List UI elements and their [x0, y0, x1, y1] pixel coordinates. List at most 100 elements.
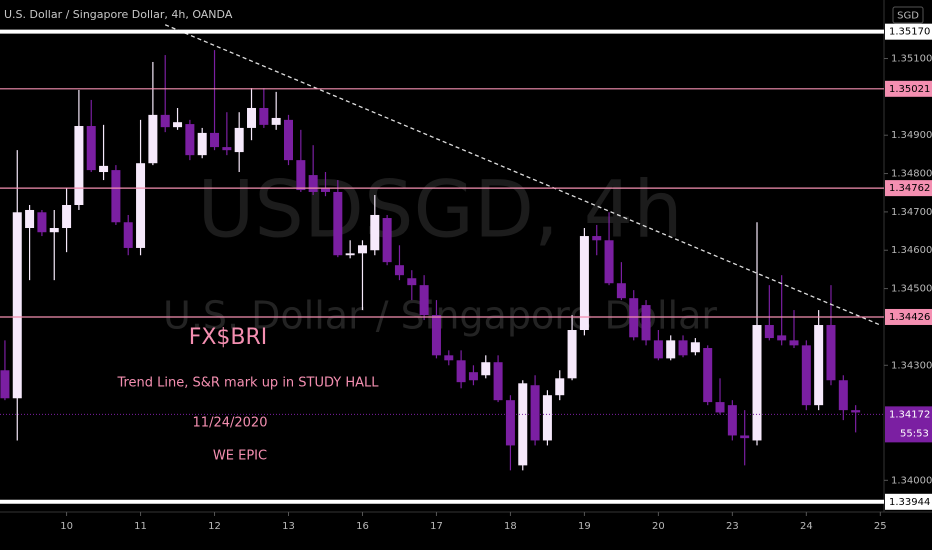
annotation: FX$BRI — [189, 325, 268, 350]
candle-body — [345, 253, 355, 256]
y-tick-label: 1.34000 — [891, 475, 932, 486]
candle-body — [715, 402, 725, 413]
candle-body — [111, 170, 121, 223]
level-label: 1.35021 — [889, 84, 930, 95]
candle-body — [801, 345, 811, 406]
candle-body — [456, 360, 466, 383]
candle-body — [468, 372, 478, 381]
candle-body — [160, 114, 170, 128]
candle-body — [592, 236, 602, 241]
level-label-box — [885, 493, 932, 510]
annotation: Trend Line, S&R mark up in STUDY HALL — [116, 376, 379, 391]
x-tick-label: 24 — [800, 521, 813, 532]
trend-line — [164, 24, 881, 326]
candle-body — [727, 405, 737, 436]
currency-box — [892, 6, 924, 24]
level-label: 1.35170 — [889, 27, 930, 38]
candle-body — [518, 383, 528, 466]
y-tick-label: 1.34900 — [891, 130, 932, 141]
level-label: 1.33944 — [889, 497, 930, 508]
annotation: 11/24/2020 — [193, 416, 268, 431]
candle-body — [308, 175, 318, 192]
currency-label: SGD — [897, 11, 919, 22]
candle-body — [814, 325, 824, 406]
candle-body — [25, 209, 35, 229]
candle-body — [247, 107, 257, 128]
candle-body — [74, 126, 84, 205]
candle-body — [62, 205, 72, 229]
annotation: WE EPIC — [213, 449, 267, 464]
candle-body — [666, 340, 676, 359]
candle-body — [789, 340, 799, 346]
candle-body — [419, 285, 429, 316]
candle-body — [407, 278, 417, 286]
candle-body — [431, 315, 441, 356]
candle-body — [296, 160, 306, 191]
y-tick-label: 1.34700 — [891, 207, 932, 218]
candle-body — [678, 340, 688, 356]
candle-body — [123, 222, 133, 248]
level-label-box — [885, 80, 932, 97]
candle-body — [0, 370, 10, 399]
candle-body — [740, 435, 750, 439]
y-tick-label: 1.34300 — [891, 360, 932, 371]
x-tick-label: 19 — [578, 521, 591, 532]
candle-body — [173, 122, 183, 128]
candle-body — [99, 165, 109, 173]
x-tick-label: 18 — [504, 521, 517, 532]
candle-body — [333, 191, 343, 256]
candle-body — [12, 212, 22, 399]
candle-body — [530, 385, 540, 441]
candle-body — [616, 283, 626, 299]
x-tick-label: 12 — [208, 521, 221, 532]
candle-body — [641, 305, 651, 341]
candle-body — [838, 380, 848, 411]
candle-body — [148, 114, 158, 164]
level-label-box — [885, 180, 932, 197]
candle-body — [493, 362, 503, 401]
candle-body — [320, 188, 330, 192]
y-tick-label: 1.34600 — [891, 245, 932, 256]
candle-body — [777, 335, 787, 341]
candle-body — [136, 163, 146, 248]
candle-body — [86, 126, 96, 171]
x-tick-label: 25 — [874, 521, 887, 532]
candle-body — [185, 124, 195, 156]
x-tick-label: 16 — [356, 521, 369, 532]
candle-body — [690, 342, 700, 353]
candle-body — [629, 298, 639, 338]
candle-body — [370, 214, 380, 251]
candle-body — [604, 240, 614, 284]
x-tick-label: 17 — [430, 521, 443, 532]
x-tick-label: 10 — [60, 521, 73, 532]
candle-body — [357, 245, 367, 254]
candle-body — [49, 228, 59, 233]
candle-body — [851, 410, 861, 413]
candle-body — [555, 378, 565, 396]
candle-body — [826, 325, 836, 381]
level-label-box — [885, 23, 932, 40]
level-label: 1.34426 — [889, 312, 930, 323]
candle-body — [37, 212, 47, 233]
candle-body — [542, 395, 552, 441]
candle-body — [567, 330, 577, 379]
candle-body — [653, 340, 663, 359]
y-tick-label: 1.34500 — [891, 284, 932, 295]
candle-body — [259, 107, 269, 125]
candle-body — [394, 265, 404, 276]
countdown: 55:53 — [900, 428, 929, 439]
candle-body — [703, 348, 713, 403]
watermark-text: USDSGD, 4h — [197, 165, 682, 255]
candle-body — [197, 132, 207, 156]
chart-title: U.S. Dollar / Singapore Dollar, 4h, OAND… — [4, 8, 233, 21]
level-label: 1.34762 — [889, 183, 930, 194]
y-tick-label: 1.35100 — [891, 54, 932, 65]
candle-body — [579, 236, 589, 331]
level-label-box — [885, 308, 932, 325]
candle-body — [271, 117, 281, 125]
x-tick-label: 13 — [282, 521, 295, 532]
candle-body — [210, 132, 220, 148]
x-tick-label: 20 — [652, 521, 665, 532]
